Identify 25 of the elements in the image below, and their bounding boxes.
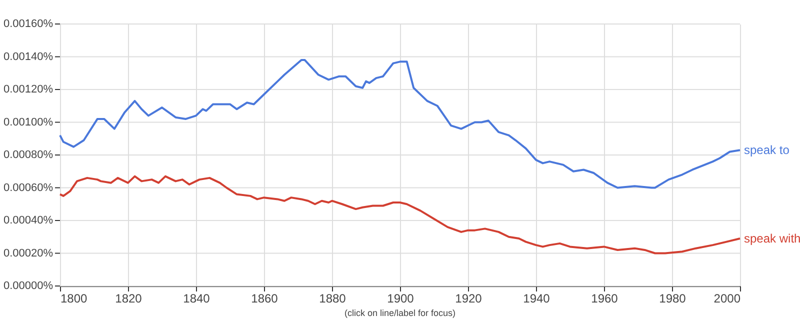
x-tick-label: 1960 (591, 292, 618, 306)
y-tick-label: 0.00120% (3, 84, 54, 96)
y-tick-label: 0.00100% (3, 116, 54, 128)
y-tick-label: 0.00020% (3, 247, 54, 260)
x-tick-label: 1800 (60, 292, 88, 306)
x-tick-label: 1820 (115, 292, 142, 306)
y-tick-label: 0.00160% (3, 18, 54, 30)
series-label: speak with (744, 232, 800, 246)
line-series (59, 59, 741, 189)
x-tick-label: 1940 (523, 292, 550, 306)
y-tick-label: 0.00040% (3, 214, 54, 226)
line-series (59, 175, 741, 254)
y-tick-label: 0.00080% (3, 149, 54, 161)
x-tick-label: 1860 (251, 292, 278, 306)
x-tick-label: 1920 (455, 292, 482, 306)
y-tick-label: 0.00140% (3, 50, 54, 63)
series-label: speak to (744, 143, 790, 158)
x-tick-label: 1980 (659, 292, 686, 306)
x-tick-label: 1900 (387, 292, 414, 306)
y-tick-label: 0.00000% (3, 280, 54, 292)
y-tick-label: 0.00060% (3, 182, 54, 194)
text: (click on line/label for focus) (344, 308, 456, 318)
x-tick-label: 1880 (319, 292, 346, 306)
x-tick-label: 1840 (183, 292, 210, 306)
x-tick-label: 2000 (714, 292, 741, 306)
